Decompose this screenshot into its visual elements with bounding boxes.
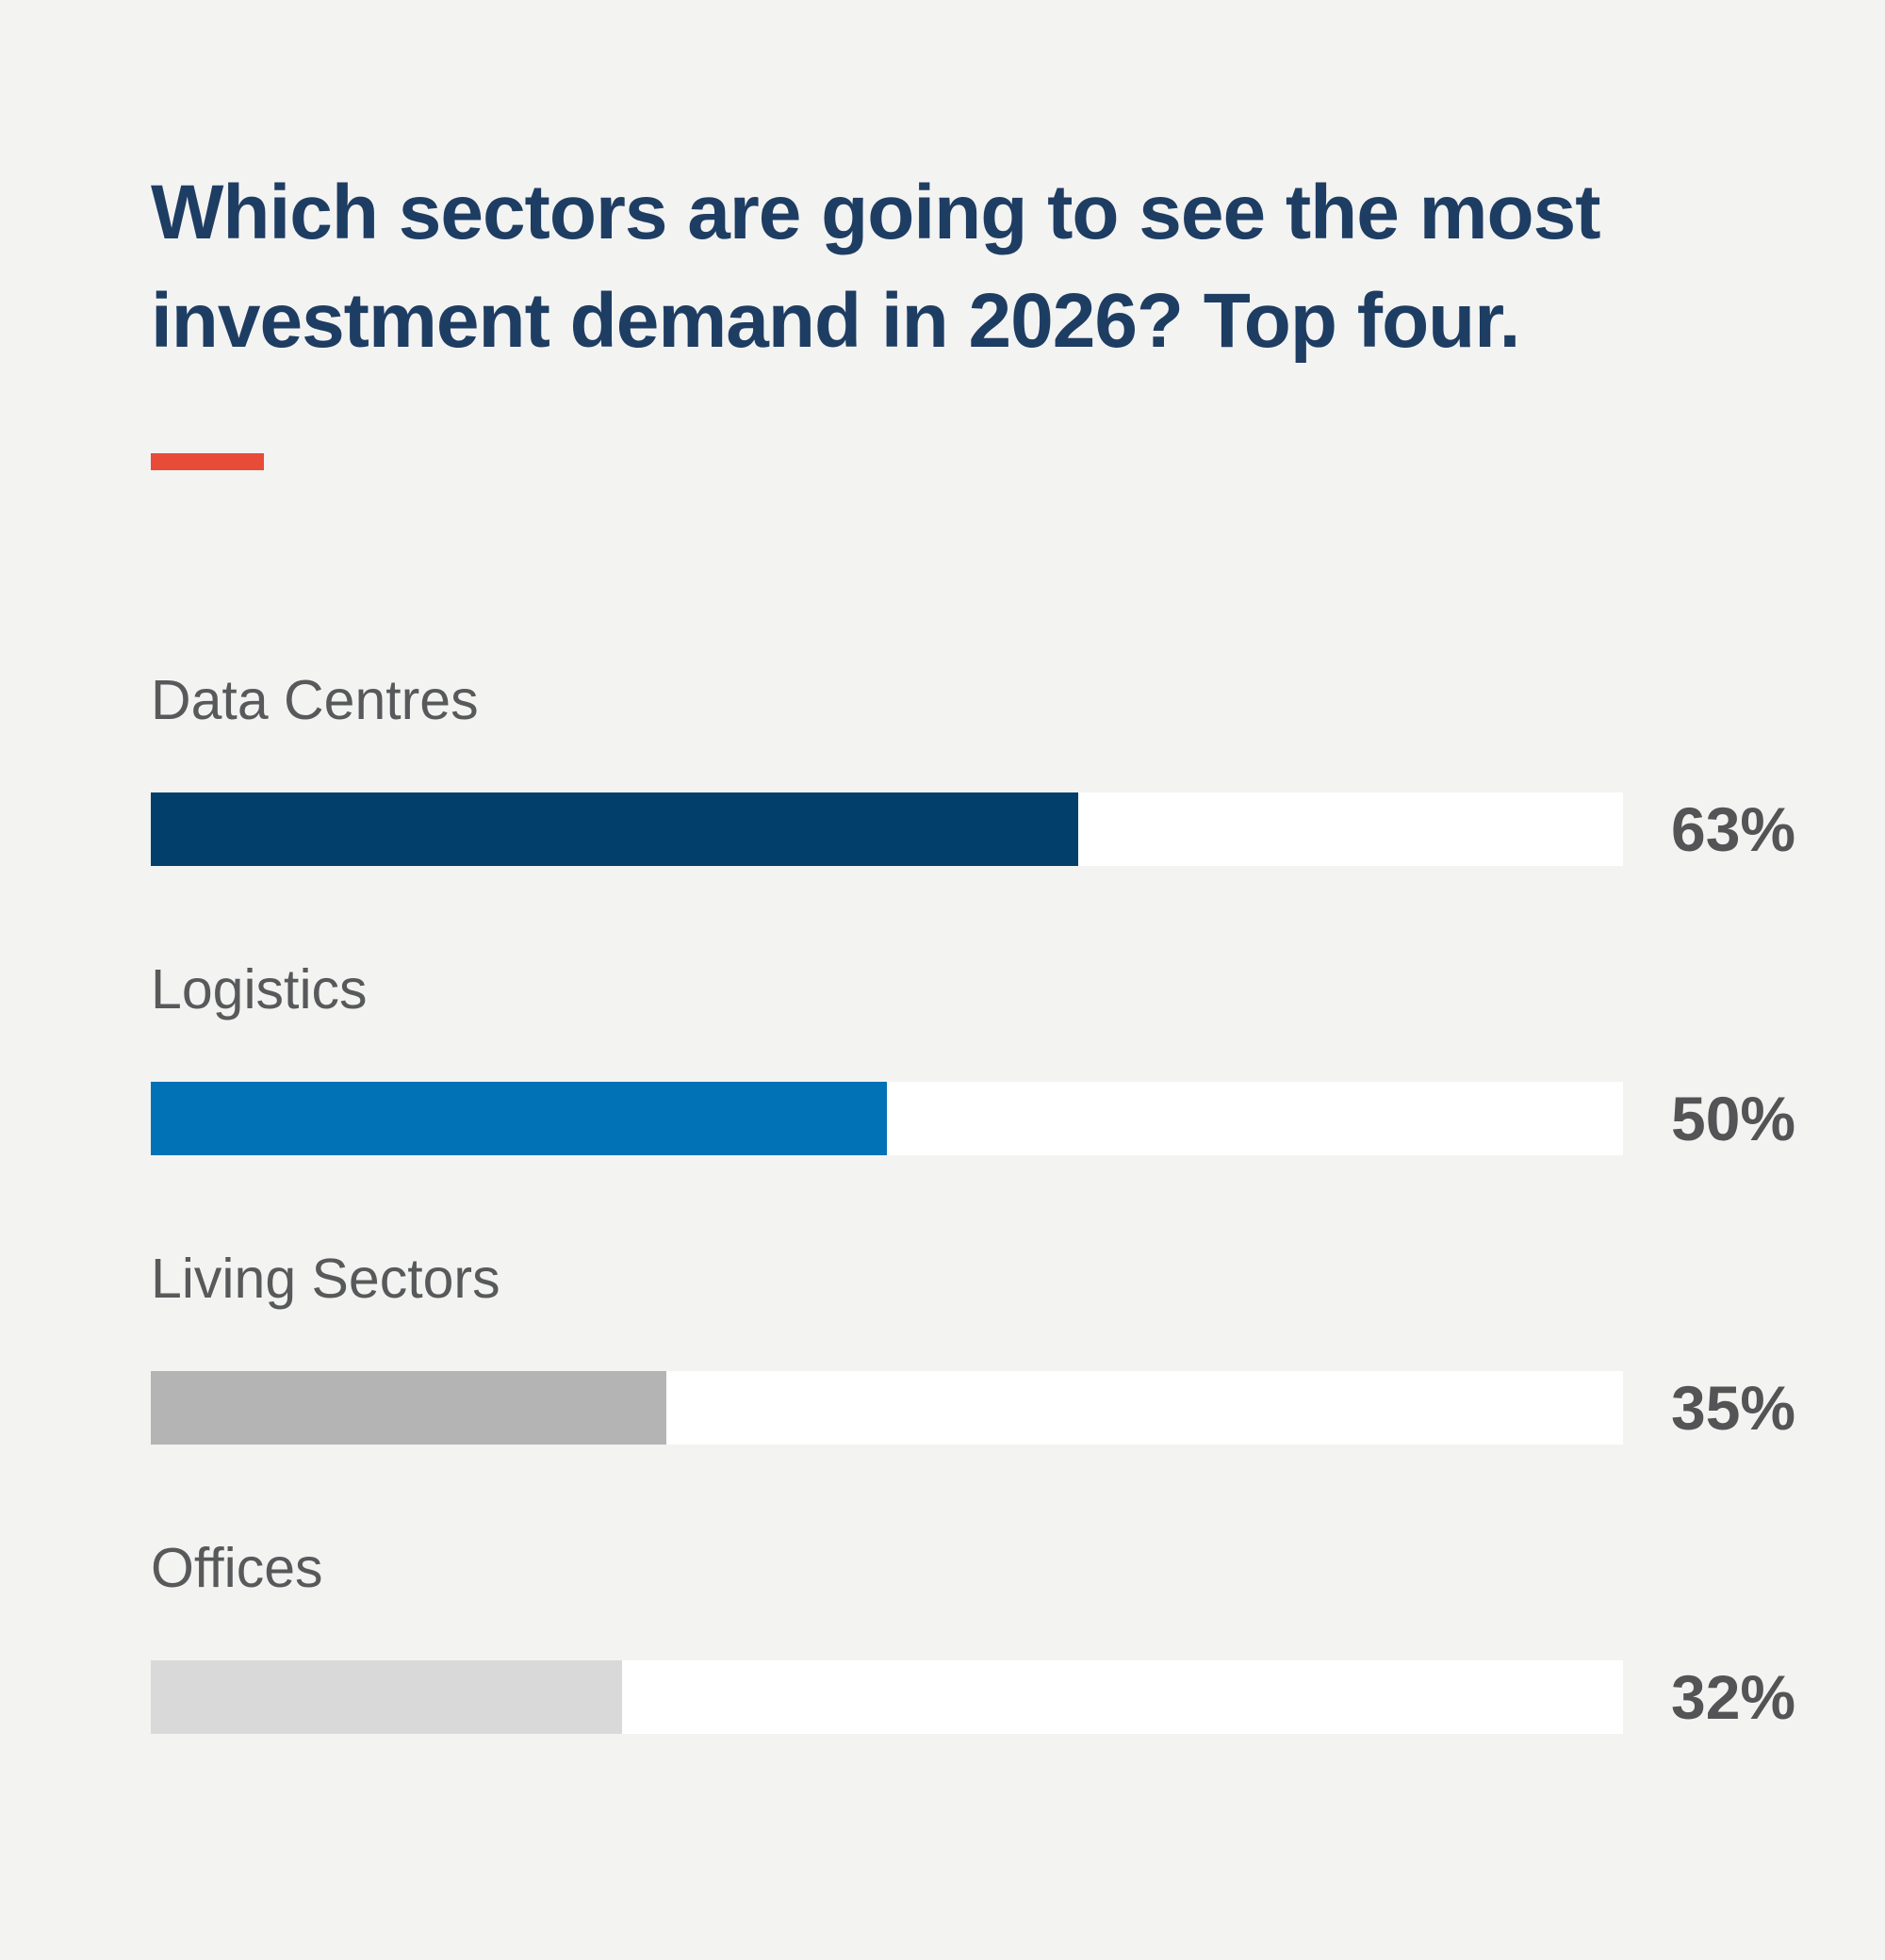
value-label: 50% <box>1671 1084 1796 1153</box>
bar-line: 50% <box>151 1082 1838 1155</box>
bar-line: 32% <box>151 1660 1838 1734</box>
category-label: Logistics <box>151 958 368 1021</box>
bar-fill <box>151 1082 887 1155</box>
bar-row-living-sectors: Living Sectors 35% <box>151 1246 1838 1445</box>
category-label: Data Centres <box>151 669 479 731</box>
bar-track <box>151 792 1623 866</box>
chart-title-line1: Which sectors are going to see the most <box>151 170 1601 255</box>
value-label: 35% <box>1671 1373 1796 1443</box>
value-label: 63% <box>1671 794 1796 864</box>
category-label: Offices <box>151 1537 323 1599</box>
bar-fill <box>151 792 1079 866</box>
category-label: Living Sectors <box>151 1248 500 1310</box>
value-label: 32% <box>1671 1662 1796 1732</box>
bar-track <box>151 1371 1623 1445</box>
bar-fill <box>151 1371 666 1445</box>
bar-row-logistics: Logistics 50% <box>151 956 1838 1155</box>
bar-fill <box>151 1660 622 1734</box>
bar-row-data-centres: Data Centres 63% <box>151 667 1838 866</box>
bar-row-offices: Offices 32% <box>151 1535 1838 1734</box>
bar-line: 63% <box>151 792 1838 866</box>
bar-line: 35% <box>151 1371 1838 1445</box>
bar-track <box>151 1660 1623 1734</box>
chart-title: Which sectors are going to see the most … <box>151 158 1753 375</box>
accent-underline <box>151 453 264 470</box>
bar-track <box>151 1082 1623 1155</box>
chart-title-line2: investment demand in 2026? Top four. <box>151 278 1520 364</box>
